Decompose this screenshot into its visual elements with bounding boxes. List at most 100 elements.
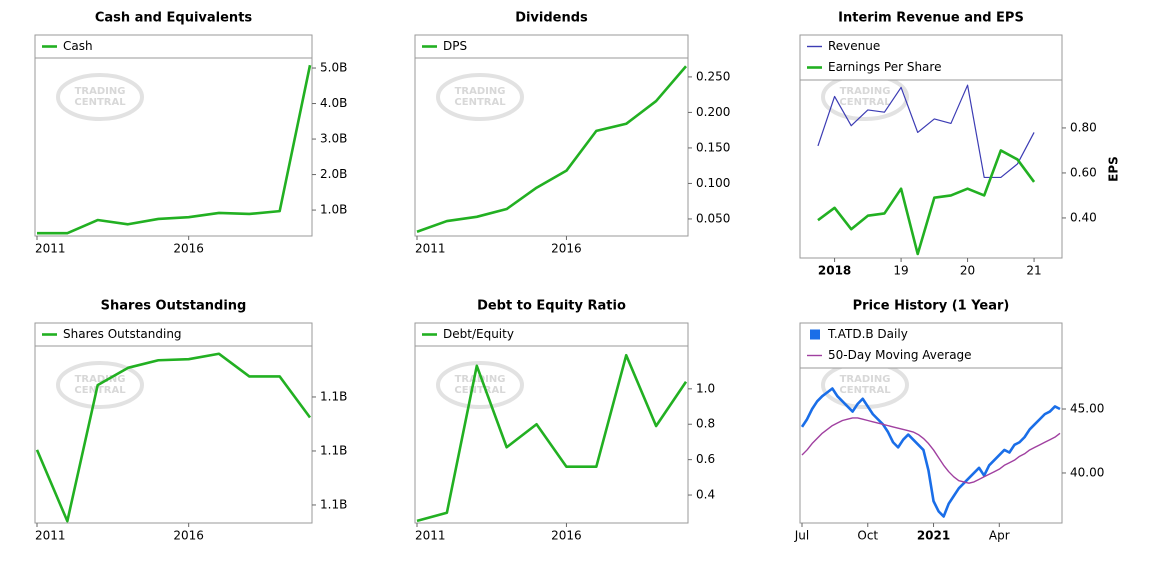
legend-label: T.ATD.B Daily xyxy=(827,327,908,341)
legend-label: Cash xyxy=(63,39,93,53)
watermark-text: CENTRAL xyxy=(74,385,126,396)
legend-box xyxy=(414,34,689,59)
watermark-text: CENTRAL xyxy=(454,385,506,396)
y-tick-label: 45.00 xyxy=(1070,401,1104,415)
legend-swatch xyxy=(810,329,820,340)
y-tick-label: 40.00 xyxy=(1070,465,1104,479)
x-tick-label: 20 xyxy=(960,264,975,278)
chart-title: Price History (1 Year) xyxy=(853,299,1010,314)
watermark-ellipse xyxy=(436,73,524,121)
x-tick-label: 2011 xyxy=(35,242,66,256)
y-tick-label: 4.0B xyxy=(320,96,347,110)
legend-label: Revenue xyxy=(828,39,880,53)
watermark-text: CENTRAL xyxy=(839,385,891,396)
legend-box xyxy=(34,322,313,347)
chart-title: Shares Outstanding xyxy=(101,299,247,314)
y-tick-label: 3.0B xyxy=(320,132,347,146)
y-tick-label: 1.1B xyxy=(320,497,347,511)
x-tick-label: 2016 xyxy=(551,242,582,256)
y-tick-label: 1.0 xyxy=(696,381,715,395)
y-tick-label: 0.100 xyxy=(696,176,730,190)
x-tick-label: 2011 xyxy=(35,529,66,543)
series-line xyxy=(35,352,312,523)
x-tick-label: 2011 xyxy=(415,242,446,256)
y-tick-label: 0.6 xyxy=(696,452,715,466)
x-tick-label: Oct xyxy=(857,529,878,543)
plot-area xyxy=(34,34,313,237)
y-tick-label: 0.40 xyxy=(1070,210,1097,224)
watermark-text: CENTRAL xyxy=(839,97,891,108)
x-tick-label: Apr xyxy=(989,529,1010,543)
chart-title: Debt to Equity Ratio xyxy=(477,299,626,314)
x-tick-label: 21 xyxy=(1026,264,1041,278)
x-tick-label: Jul xyxy=(794,529,809,543)
x-tick-label: 2016 xyxy=(173,242,204,256)
series-line xyxy=(416,65,687,233)
plot-area xyxy=(34,322,313,524)
legend-box xyxy=(799,322,1063,369)
watermark-ellipse xyxy=(56,361,144,409)
y-tick-label: 5.0B xyxy=(320,61,347,75)
watermark-text: CENTRAL xyxy=(454,97,506,108)
y-tick-label: 0.4 xyxy=(696,488,715,502)
series-line xyxy=(37,64,312,235)
y-tick-label: 2.0B xyxy=(320,167,347,181)
legend-label: 50-Day Moving Average xyxy=(828,348,972,362)
watermark-text: TRADING xyxy=(75,374,126,385)
series-line xyxy=(416,353,688,523)
series-line xyxy=(800,387,1061,518)
watermark-text: TRADING xyxy=(455,374,506,385)
legend-box xyxy=(799,34,1063,81)
x-tick-label: 2011 xyxy=(415,529,446,543)
watermark-ellipse xyxy=(436,361,524,409)
y-tick-label: 0.200 xyxy=(696,105,730,119)
y-tick-label: 0.8 xyxy=(696,417,715,431)
y-axis-label: EPS xyxy=(1107,156,1121,182)
x-tick-label: 19 xyxy=(893,264,908,278)
legend-label: Earnings Per Share xyxy=(828,60,941,74)
legend-label: Debt/Equity xyxy=(443,327,514,341)
y-tick-label: 0.250 xyxy=(696,69,730,83)
watermark-ellipse xyxy=(56,73,144,121)
x-tick-label: 2016 xyxy=(551,529,582,543)
watermark-text: TRADING xyxy=(840,374,891,385)
watermark-text: CENTRAL xyxy=(74,97,126,108)
x-tick-label: 2018 xyxy=(818,264,851,278)
x-tick-label: 2016 xyxy=(173,529,204,543)
series-line xyxy=(817,84,1035,179)
plot-area xyxy=(414,322,689,524)
legend-label: DPS xyxy=(443,39,467,53)
series-line xyxy=(801,417,1061,484)
legend-box xyxy=(34,34,313,59)
watermark-text: TRADING xyxy=(75,86,126,97)
y-tick-label: 0.60 xyxy=(1070,165,1097,179)
legend-label: Shares Outstanding xyxy=(63,327,182,341)
plot-area xyxy=(414,34,689,237)
chart-title: Interim Revenue and EPS xyxy=(838,11,1024,26)
watermark-text: TRADING xyxy=(455,86,506,97)
y-tick-label: 0.80 xyxy=(1070,120,1097,134)
y-tick-label: 1.0B xyxy=(320,203,347,217)
chart-title: Cash and Equivalents xyxy=(95,11,253,26)
y-tick-label: 0.150 xyxy=(696,140,730,154)
y-tick-label: 1.1B xyxy=(320,443,347,457)
chart-title: Dividends xyxy=(515,11,588,26)
y-tick-label: 0.050 xyxy=(696,211,730,225)
legend-box xyxy=(414,322,689,347)
series-line xyxy=(817,149,1036,256)
x-tick-label: 2021 xyxy=(917,529,950,543)
y-tick-label: 1.1B xyxy=(320,389,347,403)
watermark-text: TRADING xyxy=(840,86,891,97)
